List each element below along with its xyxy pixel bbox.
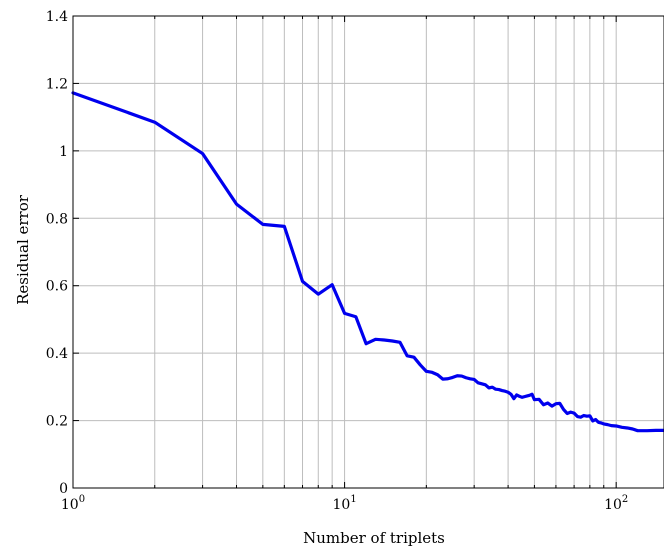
x-tick-label: 102 xyxy=(604,494,628,513)
y-tick-label: 0 xyxy=(59,481,68,497)
x-tick-label: 100 xyxy=(61,494,85,513)
y-tick-label: 1 xyxy=(59,144,68,160)
x-axis-label: Number of triplets xyxy=(303,529,445,547)
axes: 0 0.2 0.4 0.6 0.8 1 1.2 1.4 100 101 102 xyxy=(46,9,664,513)
y-tick-label: 0.6 xyxy=(46,279,68,295)
grid xyxy=(72,15,664,489)
series-layer xyxy=(71,91,664,433)
plot-frame xyxy=(72,15,664,489)
series-line xyxy=(71,91,664,433)
y-axis-label: Residual error xyxy=(14,194,32,305)
y-tick-label: 1.4 xyxy=(46,9,68,25)
y-tick-label: 1.2 xyxy=(46,76,68,92)
y-tick-label: 0.4 xyxy=(46,346,68,362)
y-tick-label: 0.2 xyxy=(46,414,68,430)
x-tick-label: 101 xyxy=(332,494,356,513)
y-tick-label: 0.8 xyxy=(46,211,68,227)
